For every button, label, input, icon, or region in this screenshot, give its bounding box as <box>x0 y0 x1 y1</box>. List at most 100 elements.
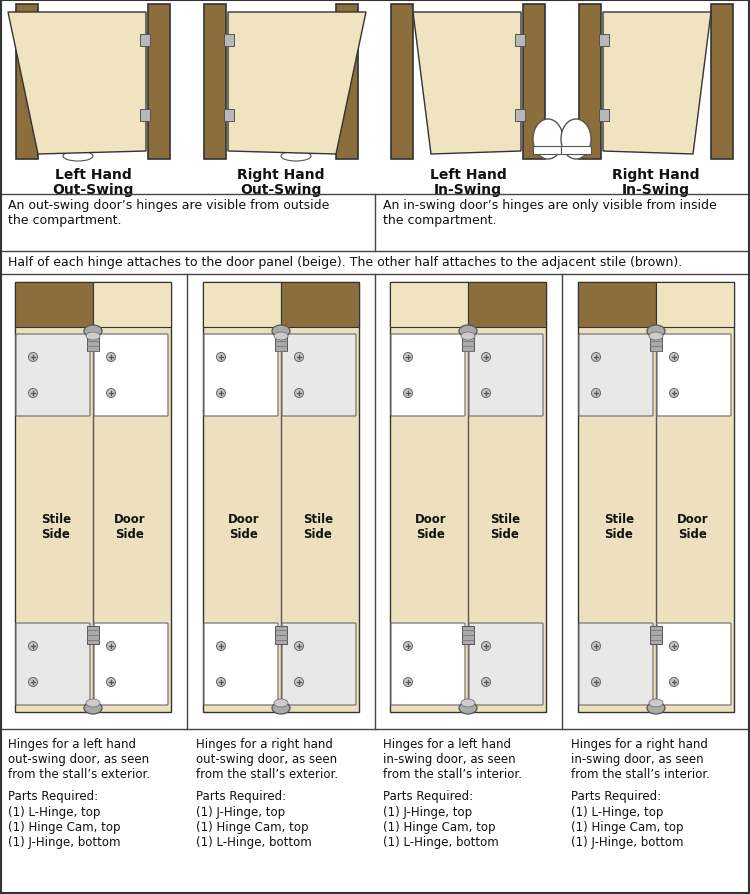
FancyBboxPatch shape <box>657 334 731 417</box>
Polygon shape <box>228 13 366 155</box>
FancyBboxPatch shape <box>391 623 465 705</box>
Text: Door
Side: Door Side <box>114 512 146 540</box>
Bar <box>203 283 281 327</box>
Bar <box>336 5 358 160</box>
Bar <box>275 627 287 645</box>
Text: (1) J-Hinge, top: (1) J-Hinge, top <box>383 805 472 818</box>
Circle shape <box>592 642 601 651</box>
Circle shape <box>670 678 679 687</box>
Ellipse shape <box>86 333 100 341</box>
Bar <box>462 627 474 645</box>
Ellipse shape <box>274 699 288 707</box>
FancyBboxPatch shape <box>94 334 168 417</box>
Polygon shape <box>603 13 711 155</box>
Text: Right Hand: Right Hand <box>237 168 325 181</box>
Text: In-Swing: In-Swing <box>622 182 690 197</box>
Text: Door
Side: Door Side <box>416 512 447 540</box>
Circle shape <box>28 389 38 398</box>
Circle shape <box>295 389 304 398</box>
Circle shape <box>482 678 490 687</box>
Ellipse shape <box>647 325 665 338</box>
Bar <box>148 5 170 160</box>
Text: An out-swing door’s hinges are visible from outside
the compartment.: An out-swing door’s hinges are visible f… <box>8 198 329 227</box>
FancyBboxPatch shape <box>469 623 543 705</box>
Bar <box>15 283 93 327</box>
Circle shape <box>217 389 226 398</box>
Circle shape <box>28 642 38 651</box>
Polygon shape <box>8 13 146 155</box>
Circle shape <box>670 353 679 362</box>
Bar <box>515 35 525 47</box>
Circle shape <box>592 678 601 687</box>
Circle shape <box>217 678 226 687</box>
Text: Right Hand: Right Hand <box>612 168 700 181</box>
FancyBboxPatch shape <box>579 334 653 417</box>
Bar <box>391 5 413 160</box>
Ellipse shape <box>461 699 475 707</box>
Ellipse shape <box>649 699 663 707</box>
Text: (1) J-Hinge, bottom: (1) J-Hinge, bottom <box>571 835 683 848</box>
Circle shape <box>404 353 412 362</box>
Polygon shape <box>413 13 521 155</box>
Bar <box>578 283 656 327</box>
Text: (1) Hinge Cam, top: (1) Hinge Cam, top <box>196 820 308 833</box>
Ellipse shape <box>461 333 475 341</box>
Text: (1) Hinge Cam, top: (1) Hinge Cam, top <box>383 820 496 833</box>
Bar <box>204 5 226 160</box>
Circle shape <box>295 678 304 687</box>
Text: Stile
Side: Stile Side <box>490 512 520 540</box>
FancyBboxPatch shape <box>16 623 90 705</box>
Bar <box>650 333 662 351</box>
Circle shape <box>217 642 226 651</box>
FancyBboxPatch shape <box>16 334 90 417</box>
Bar <box>16 5 38 160</box>
Text: Left Hand: Left Hand <box>55 168 131 181</box>
Ellipse shape <box>63 152 93 162</box>
Text: (1) L-Hinge, top: (1) L-Hinge, top <box>8 805 101 818</box>
Circle shape <box>404 678 412 687</box>
Bar <box>140 110 150 122</box>
Circle shape <box>670 642 679 651</box>
Circle shape <box>482 642 490 651</box>
Bar <box>140 35 150 47</box>
Bar <box>281 283 359 327</box>
Circle shape <box>106 353 116 362</box>
Text: Left Hand: Left Hand <box>430 168 506 181</box>
Circle shape <box>482 389 490 398</box>
Circle shape <box>592 353 601 362</box>
FancyBboxPatch shape <box>391 334 465 417</box>
Circle shape <box>106 389 116 398</box>
Bar <box>224 110 234 122</box>
Circle shape <box>28 353 38 362</box>
Circle shape <box>592 389 601 398</box>
Ellipse shape <box>86 699 100 707</box>
Bar <box>579 5 601 160</box>
Bar <box>224 35 234 47</box>
Bar <box>515 110 525 122</box>
Bar <box>390 283 546 713</box>
Ellipse shape <box>84 702 102 714</box>
Ellipse shape <box>533 120 563 160</box>
Text: Half of each hinge attaches to the door panel (beige). The other half attaches t: Half of each hinge attaches to the door … <box>8 256 682 269</box>
Text: Door
Side: Door Side <box>228 512 260 540</box>
Circle shape <box>295 642 304 651</box>
Ellipse shape <box>274 333 288 341</box>
Text: (1) J-Hinge, bottom: (1) J-Hinge, bottom <box>8 835 121 848</box>
Text: Stile
Side: Stile Side <box>41 512 71 540</box>
Text: Hinges for a left hand
out-swing door, as seen
from the stall’s exterior.: Hinges for a left hand out-swing door, a… <box>8 738 150 780</box>
Bar <box>87 333 99 351</box>
FancyBboxPatch shape <box>657 623 731 705</box>
Text: Parts Required:: Parts Required: <box>383 789 473 802</box>
Text: (1) L-Hinge, bottom: (1) L-Hinge, bottom <box>383 835 499 848</box>
FancyBboxPatch shape <box>282 623 356 705</box>
Bar <box>711 5 733 160</box>
Circle shape <box>295 353 304 362</box>
Circle shape <box>106 642 116 651</box>
Circle shape <box>217 353 226 362</box>
Ellipse shape <box>561 120 591 160</box>
Circle shape <box>482 353 490 362</box>
Text: (1) J-Hinge, top: (1) J-Hinge, top <box>196 805 285 818</box>
Circle shape <box>404 389 412 398</box>
Circle shape <box>28 678 38 687</box>
Bar <box>15 283 171 713</box>
